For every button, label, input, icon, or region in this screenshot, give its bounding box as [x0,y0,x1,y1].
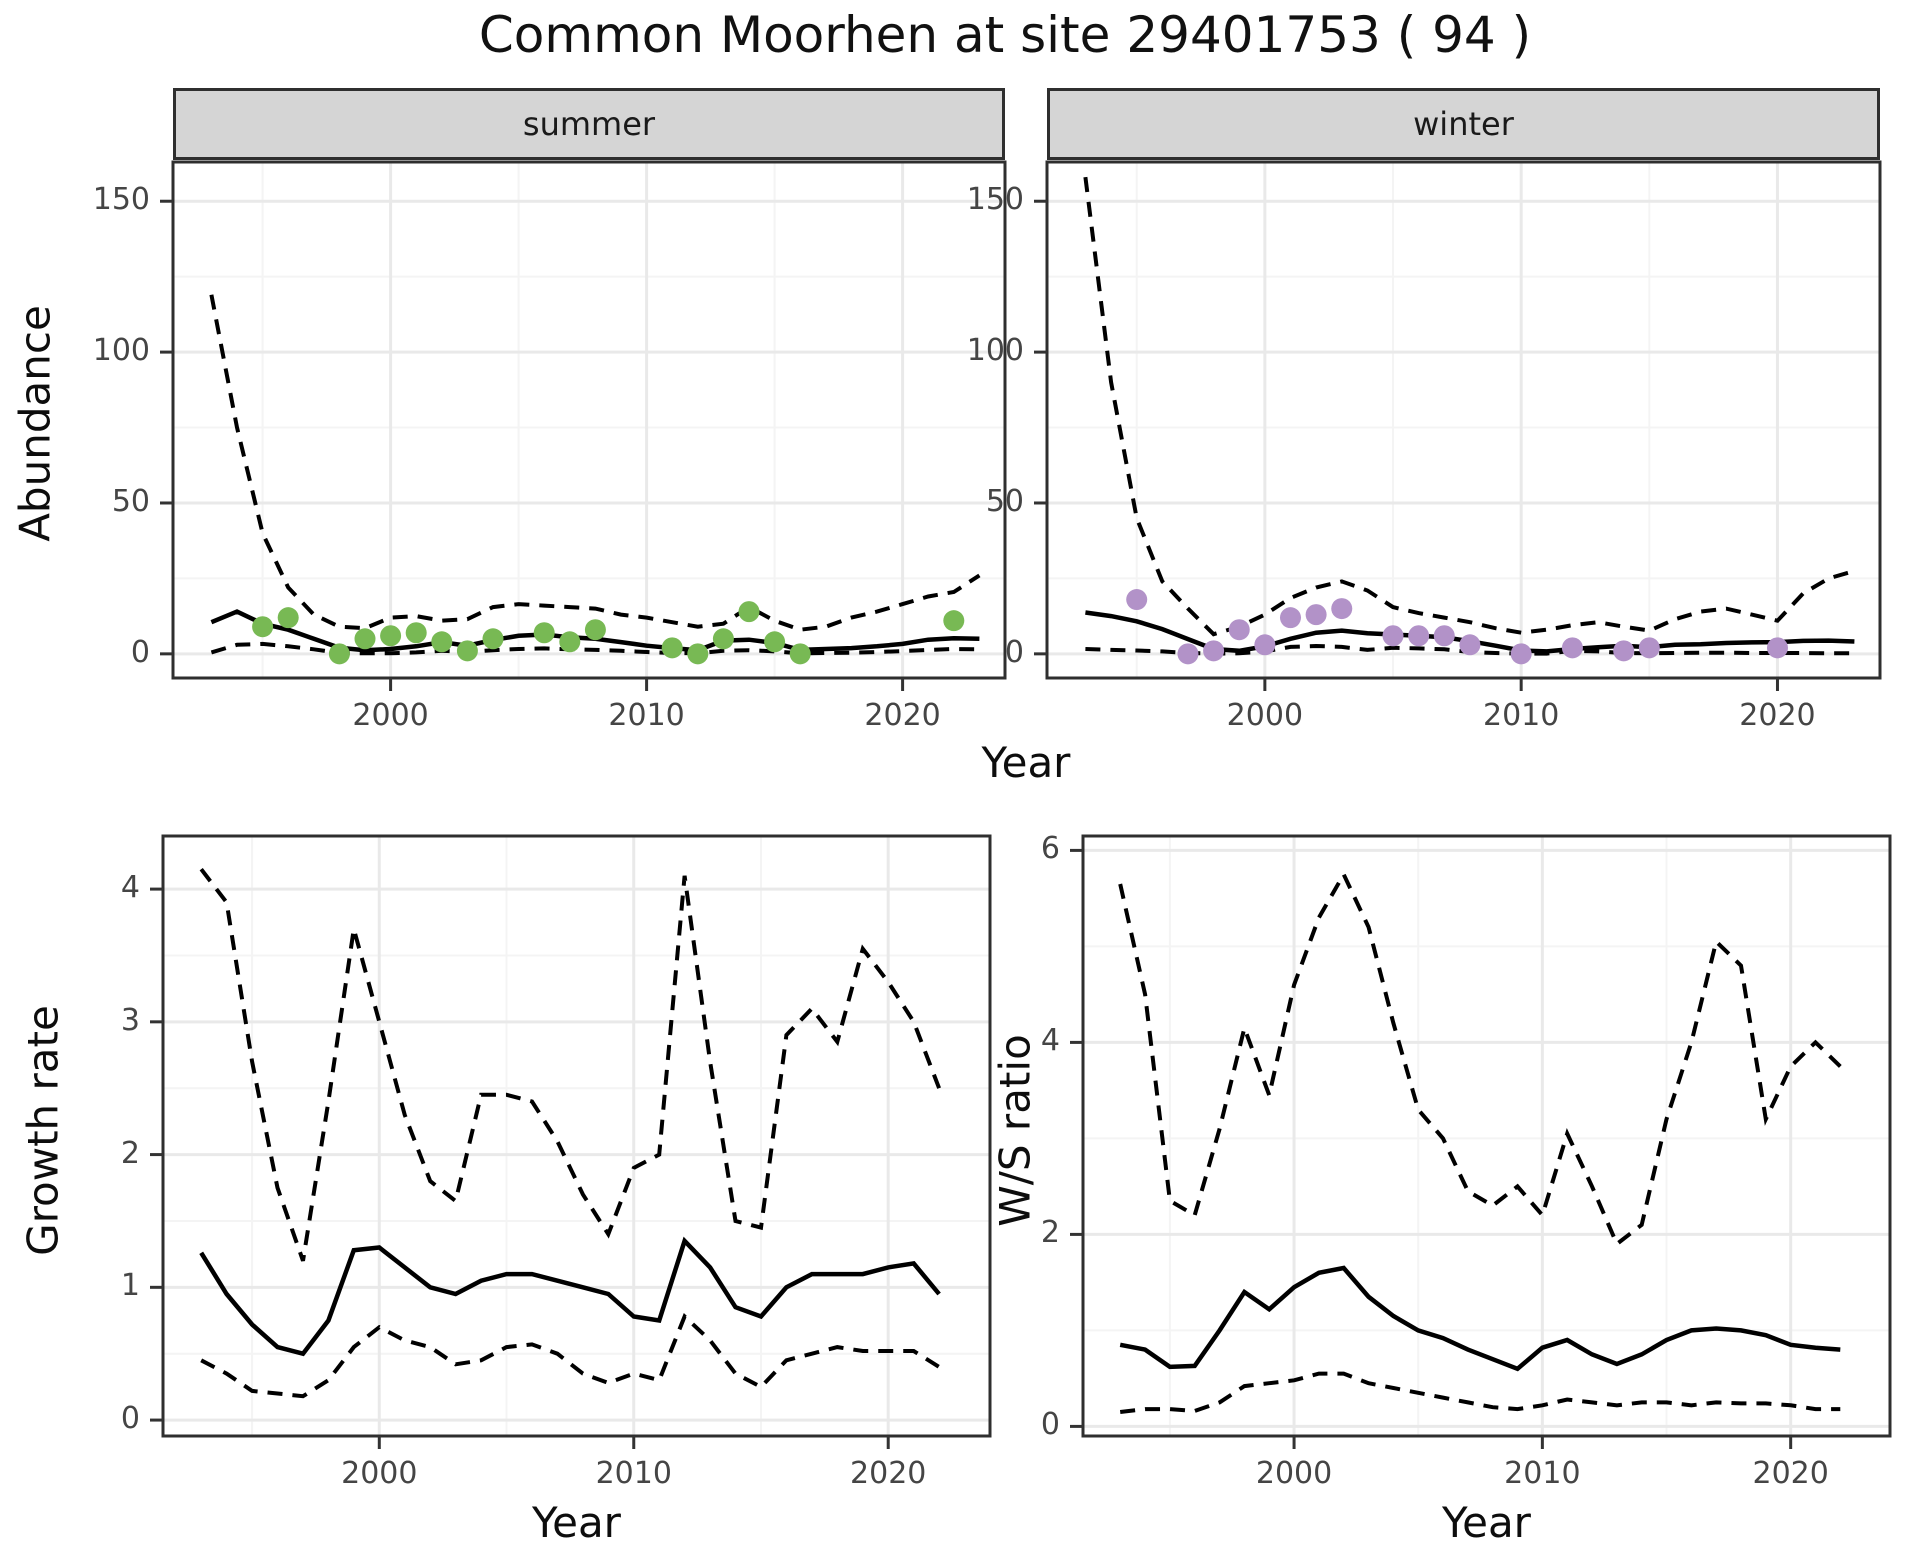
y-tick-label: 0 [1004,634,1024,670]
observation-point [1305,604,1327,626]
y-tick-label: 150 [92,182,150,218]
observation-point [789,643,811,665]
observation-point [354,628,376,650]
observation-point [1433,625,1455,647]
observation-point [1613,640,1635,662]
lower-ci-line [1119,1371,1841,1414]
median-line [1119,1265,1841,1372]
x-tick-label: 2010 [608,698,685,733]
observation-point [1459,634,1481,656]
observation-point [1279,607,1301,629]
x-tick-label: 2020 [850,1456,927,1491]
x-axis-title-year-bottom-left: Year [532,1498,621,1547]
plot-title: Common Moorhen at site 29401753 ( 94 ) [478,6,1532,64]
x-tick-label: 2000 [352,698,429,733]
y-tick-label: 2 [1040,1215,1060,1251]
panel-border [161,834,992,1438]
observation-point [687,643,709,665]
x-axis-title-year-top: Year [981,738,1071,787]
y-tick-label: 4 [1040,1023,1060,1059]
median-line [199,1236,941,1357]
y-tick-label: 150 [966,182,1024,218]
facet-strip-summer-label: summer [522,105,656,143]
observation-point [661,637,683,659]
y-tick-label: 0 [1040,1407,1060,1443]
y-tick-label: 100 [966,333,1024,369]
panel-border [171,160,1007,680]
observation-point [380,625,402,647]
upper-ci-line [1083,176,1855,637]
observation-point [1561,637,1583,659]
panel-growth-rate [150,834,992,1449]
observation-point [1408,625,1430,647]
y-tick-label: 0 [120,1401,140,1437]
observation-point [431,631,453,653]
x-tick-label: 2010 [595,1456,672,1491]
observation-point [1254,634,1276,656]
observation-point [712,628,734,650]
panel-border [1045,160,1882,680]
observation-point [738,601,760,623]
observation-point [559,631,581,653]
y-tick-label: 1 [120,1268,140,1304]
x-tick-label: 2000 [341,1456,418,1491]
facet-strip-winter: winter [1047,88,1880,160]
observation-point [482,628,504,650]
x-tick-label: 2010 [1504,1456,1581,1491]
observation-point [943,610,965,632]
observation-point [1203,640,1225,662]
x-tick-label: 2000 [1255,1456,1333,1491]
y-tick-label: 50 [111,483,150,519]
observation-point [456,640,478,662]
x-tick-label: 2010 [1482,698,1560,733]
observation-point [1382,625,1404,647]
x-tick-label: 2020 [1739,698,1816,733]
panel-summer [160,160,1007,691]
upper-ci-line [199,867,941,1262]
upper-ci-line [209,294,981,632]
x-axis-title-year-bottom-right: Year [1442,1498,1531,1547]
facet-strip-winter-label: winter [1413,105,1514,143]
y-tick-label: 50 [985,483,1024,519]
observation-point [405,622,427,644]
y-axis-title-abundance: Abundance [10,305,60,542]
observation-point [328,643,350,665]
observation-point [252,616,274,638]
x-tick-label: 2020 [1752,1456,1829,1491]
observation-point [1228,619,1250,641]
y-tick-label: 100 [92,333,150,369]
observation-point [1126,589,1148,611]
observation-point [1638,637,1660,659]
y-tick-label: 0 [130,634,150,670]
observation-point [533,622,555,644]
observation-point [1177,643,1199,665]
panel-border [1081,834,1892,1438]
panel-w-s-ratio [1070,834,1892,1449]
observation-point [1766,637,1788,659]
panel-winter [1034,160,1882,691]
observation-point [1510,643,1532,665]
upper-ci-line [1118,870,1842,1248]
observation-point [277,607,299,629]
lower-ci-line [200,1313,941,1399]
observation-point [764,631,786,653]
observation-point [1331,598,1353,620]
y-tick-label: 6 [1040,831,1060,867]
y-tick-label: 2 [120,1135,140,1171]
observation-point [584,619,606,641]
y-tick-label: 4 [120,870,140,906]
y-tick-label: 3 [120,1002,140,1038]
x-tick-label: 2000 [1226,698,1304,733]
x-tick-label: 2020 [864,698,941,733]
facet-strip-summer: summer [173,88,1005,160]
